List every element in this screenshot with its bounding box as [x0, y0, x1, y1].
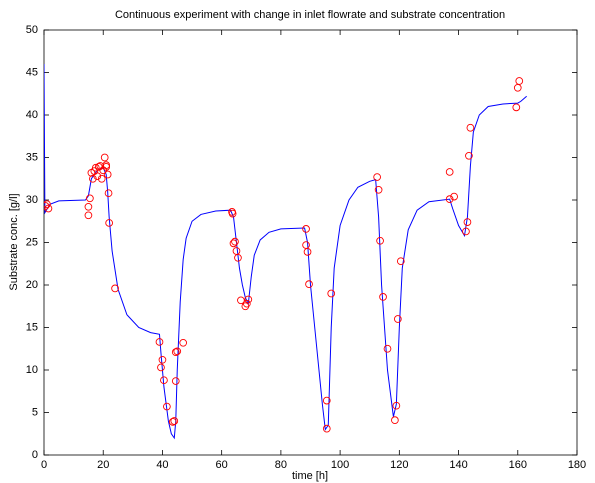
- data-point: [102, 163, 111, 171]
- data-point: [84, 211, 93, 220]
- y-tick-label: 20: [26, 279, 38, 291]
- data-point: [100, 153, 109, 162]
- data-point: [168, 418, 177, 426]
- data-point: [392, 401, 401, 410]
- y-tick-label: 5: [32, 406, 38, 418]
- data-point: [160, 376, 168, 385]
- x-tick-label: 120: [390, 459, 408, 471]
- data-point: [111, 284, 119, 293]
- x-tick-label: 20: [97, 459, 109, 471]
- y-tick-label: 45: [26, 66, 38, 78]
- y-tick-label: 35: [26, 151, 38, 163]
- data-point: [445, 168, 454, 176]
- data-point: [463, 218, 472, 226]
- data-point: [327, 289, 336, 298]
- data-point: [374, 185, 383, 194]
- data-point: [93, 172, 102, 181]
- data-point: [244, 295, 253, 304]
- data-point: [231, 237, 239, 246]
- data-point: [445, 195, 454, 204]
- data-point: [376, 236, 384, 245]
- data-point: [396, 257, 405, 266]
- data-point: [303, 248, 312, 256]
- model-line: [44, 63, 527, 440]
- data-point: [394, 315, 402, 323]
- data-point: [229, 239, 238, 248]
- data-point: [465, 151, 473, 160]
- data-point: [379, 293, 387, 301]
- data-point: [86, 194, 94, 203]
- y-tick-label: 40: [26, 109, 38, 121]
- data-point: [237, 296, 245, 305]
- data-point: [383, 344, 392, 353]
- data-point: [170, 417, 179, 425]
- data-point: [512, 103, 521, 112]
- y-axis-label: Substrate conc. [g/l]: [8, 193, 20, 290]
- data-point: [462, 227, 470, 236]
- x-tick-label: 100: [331, 459, 349, 471]
- x-tick-label: 160: [509, 459, 527, 471]
- data-point: [89, 174, 97, 183]
- data-point: [242, 299, 251, 308]
- x-tick-label: 0: [41, 459, 47, 471]
- y-tick-label: 30: [26, 194, 38, 206]
- data-point: [228, 209, 237, 218]
- data-point: [104, 189, 113, 198]
- x-tick-label: 140: [449, 459, 467, 471]
- data-point: [171, 348, 180, 357]
- y-tick-label: 50: [26, 24, 38, 36]
- data-point: [302, 225, 310, 233]
- data-point: [391, 416, 399, 425]
- data-point: [515, 77, 524, 85]
- data-point: [305, 280, 313, 289]
- data-point: [179, 338, 188, 347]
- data-point: [171, 377, 180, 385]
- y-tick-label: 15: [26, 321, 38, 333]
- data-point: [91, 163, 100, 172]
- x-tick-label: 60: [216, 459, 228, 471]
- data-point: [84, 202, 93, 211]
- plot-area: [44, 63, 527, 440]
- data-point: [157, 363, 165, 372]
- data-point: [234, 253, 242, 262]
- x-tick-label: 180: [568, 459, 586, 471]
- y-tick-label: 25: [26, 236, 38, 248]
- data-point: [158, 355, 167, 364]
- data-point: [155, 338, 164, 346]
- y-tick-label: 0: [32, 449, 38, 461]
- data-point: [105, 219, 113, 227]
- data-point: [44, 204, 53, 213]
- data-point: [173, 347, 182, 356]
- data-point: [322, 424, 331, 433]
- data-point: [450, 192, 458, 201]
- data-point: [373, 173, 381, 181]
- chart-title: Continuous experiment with change in inl…: [115, 9, 505, 21]
- x-tick-label: 80: [275, 459, 287, 471]
- data-point: [44, 200, 51, 209]
- y-tick-label: 10: [26, 364, 38, 376]
- data-point: [466, 123, 475, 132]
- x-axis-label: time [h]: [292, 470, 328, 482]
- data-point: [103, 170, 112, 179]
- data-point: [97, 174, 106, 183]
- data-point: [322, 396, 331, 405]
- x-tick-label: 40: [156, 459, 168, 471]
- data-point: [163, 402, 171, 411]
